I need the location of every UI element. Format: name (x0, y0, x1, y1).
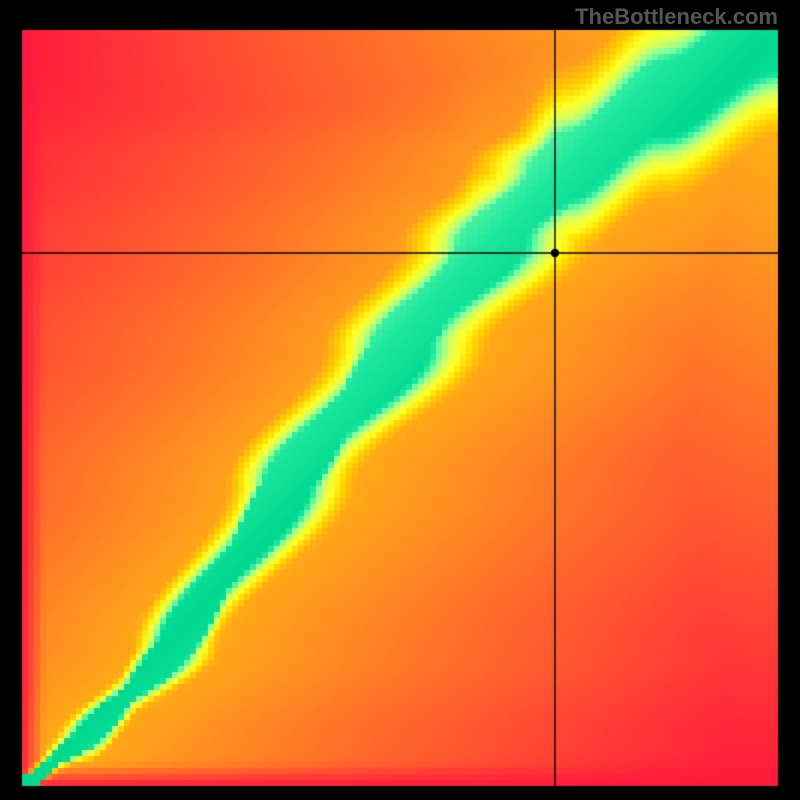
chart-container: TheBottleneck.com (0, 0, 800, 800)
bottleneck-heatmap (0, 0, 800, 800)
watermark-text: TheBottleneck.com (575, 4, 778, 30)
